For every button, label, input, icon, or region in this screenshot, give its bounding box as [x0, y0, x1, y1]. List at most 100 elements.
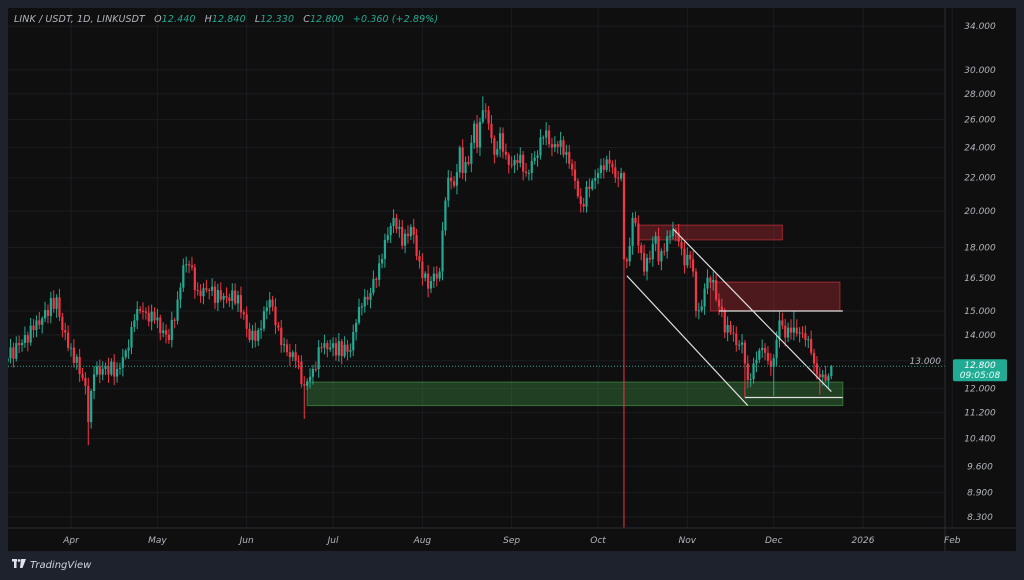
candle-up [536, 155, 539, 158]
candle-down [576, 180, 579, 197]
candle-down [804, 333, 807, 341]
candle-up [807, 339, 810, 341]
candle-up [90, 390, 93, 423]
candle-up [821, 374, 824, 378]
candle-down [588, 186, 591, 189]
price-badge: 12.800 09:05:08 [953, 359, 1007, 382]
candle-down [340, 341, 343, 357]
candle-down [550, 144, 554, 148]
price-tick-label: 11.200 [964, 409, 996, 419]
candle-down [274, 306, 277, 326]
candle-up [118, 367, 122, 369]
candle-down [677, 232, 680, 242]
time-tick-label: May [148, 536, 167, 546]
candle-down [475, 123, 479, 148]
candle-down [12, 347, 15, 359]
candle-up [470, 142, 473, 164]
price-tick-label: 10.400 [964, 434, 996, 444]
candle-down [208, 289, 211, 291]
price-badge-bg [953, 359, 1007, 382]
time-tick-label: Apr [62, 536, 80, 546]
candle-down [395, 217, 398, 229]
tradingview-brand[interactable]: TradingView [30, 559, 92, 571]
candle-down [300, 361, 303, 385]
candle-up [827, 376, 830, 381]
candle-up [645, 257, 649, 272]
candle-down [510, 164, 513, 166]
candle-up [712, 279, 715, 283]
candle-down [84, 377, 87, 386]
candle-down [637, 223, 640, 246]
candle-down [507, 154, 510, 165]
candle-down [366, 296, 369, 300]
price-tick-label: 18.000 [964, 244, 996, 254]
symbol-legend[interactable]: LINK / USDT, 1D, LINKUSDT O12.440 H12.84… [14, 14, 438, 25]
candle-down [87, 385, 90, 423]
candle-down [501, 133, 505, 152]
candle-up [311, 368, 315, 377]
candle-down [167, 334, 171, 341]
candle-up [519, 154, 522, 164]
candle-down [334, 343, 338, 356]
candle-up [121, 357, 124, 368]
candle-up [553, 144, 556, 148]
candle-up [363, 296, 366, 307]
price-axis[interactable]: 34.000 30.000 28.000 26.000 24.000 22.000 20.0… [910, 22, 997, 523]
candle-down [144, 311, 147, 313]
candle-up [41, 318, 44, 325]
time-axis[interactable]: Apr May Jun Jul Aug Sep Oct Nov Dec 2026 Feb [62, 536, 961, 546]
candle-down [113, 361, 116, 377]
time-tick-label: Dec [765, 536, 782, 546]
candle-up [306, 381, 309, 386]
candle-down [228, 297, 231, 302]
channel-upper-line [672, 228, 832, 392]
candle-down [280, 327, 283, 346]
candle-up [619, 173, 623, 179]
candle-down [663, 251, 666, 253]
candle-down [579, 196, 582, 204]
time-tick-label: Jun [238, 536, 254, 546]
candle-up [628, 245, 631, 262]
candle-up [447, 177, 450, 201]
candle-up [565, 152, 568, 155]
candle-up [444, 200, 447, 231]
change-value: +0.360 (+2.89%) [352, 14, 439, 25]
drawings-lines [626, 228, 843, 406]
candle-up [216, 290, 219, 303]
candle-down [516, 160, 519, 164]
candle-down [72, 347, 75, 363]
candle-up [92, 374, 96, 391]
candle-down [248, 328, 251, 341]
candle-down [784, 325, 787, 338]
candle-down [187, 264, 191, 266]
candle-up [778, 320, 781, 341]
candle-up [9, 347, 12, 359]
candle-down [46, 310, 50, 316]
candle-down [602, 165, 605, 170]
price-badge-price: 12.800 [964, 361, 996, 371]
candle-up [95, 366, 99, 375]
candle-down [729, 324, 732, 333]
candle-down [547, 130, 551, 145]
time-tick-label: Jul [326, 536, 339, 546]
candle-down [810, 339, 813, 353]
candle-up [792, 327, 795, 333]
candle-up [605, 159, 608, 170]
candle-down [288, 352, 291, 358]
candle-up [458, 147, 461, 173]
candle-down [277, 325, 280, 328]
candle-down [427, 273, 430, 289]
candle-up [424, 273, 427, 278]
candle-up [631, 217, 634, 246]
price-tick-label: 8.900 [967, 489, 993, 499]
candle-up [150, 311, 153, 322]
candle-down [375, 278, 378, 280]
candle-down [153, 311, 156, 321]
candle-down [608, 159, 611, 164]
candle-down [326, 343, 329, 350]
candle-up [533, 157, 536, 161]
candle-up [182, 265, 185, 288]
candle-up [20, 342, 24, 346]
tradingview-logo-icon [12, 559, 26, 571]
